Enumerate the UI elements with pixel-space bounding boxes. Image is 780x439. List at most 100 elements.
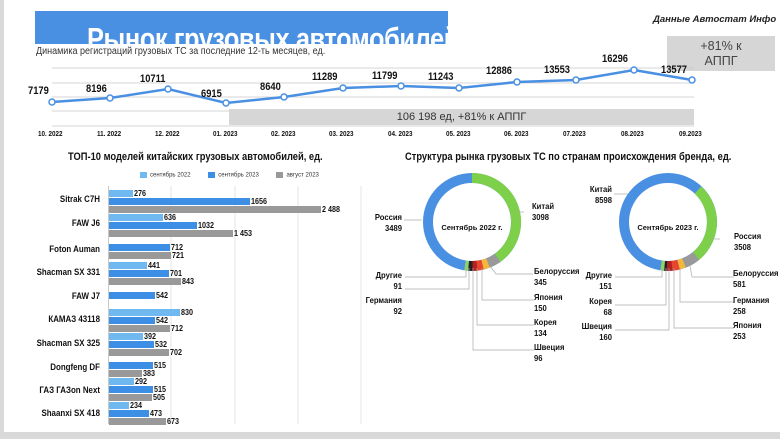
bar-sep-2022 xyxy=(109,333,143,340)
point-label: 13577 xyxy=(661,64,688,76)
point-label: 7179 xyxy=(28,85,49,97)
bar-aug-2023 xyxy=(109,418,166,425)
bar-value: 234 xyxy=(130,401,143,410)
month-label: 01. 2023 xyxy=(213,131,238,138)
donut-label-korea: Корея 134 xyxy=(534,317,557,338)
bottom-border xyxy=(0,432,780,439)
donut-section-title: Структура рынка грузовых ТС по странам п… xyxy=(405,151,732,163)
bar-value: 830 xyxy=(181,308,194,317)
point-label: 8640 xyxy=(260,81,281,93)
bar-sep-2022 xyxy=(109,402,129,409)
bar-aug-2023 xyxy=(109,206,321,213)
bar-value: 1032 xyxy=(198,221,215,230)
model-label: Shacman SX 331 xyxy=(36,267,100,277)
point-label: 11243 xyxy=(428,71,454,83)
yoy-line2: АППГ xyxy=(704,54,738,68)
source-label: Данные Автостат Инфо xyxy=(653,14,777,25)
bar-sep-2022 xyxy=(109,214,163,221)
model-label: Dongfeng DF xyxy=(50,362,100,372)
bar-sep-2023 xyxy=(109,317,155,324)
yoy-line1: +81% к xyxy=(700,39,742,53)
line-chart-markers xyxy=(48,66,696,107)
legend-item-sep-2022: сентябрь 2022 xyxy=(140,172,191,179)
bar-value: 542 xyxy=(156,291,169,300)
month-label: 03. 2023 xyxy=(329,131,354,138)
bar-sep-2022 xyxy=(109,262,147,269)
bar-value: 383 xyxy=(143,369,156,378)
bar-sep-2023 xyxy=(109,244,170,251)
donut-label-japan: Япония 253 xyxy=(733,320,762,341)
bar-value: 721 xyxy=(172,251,185,260)
bar-sep-2023 xyxy=(109,270,169,277)
donut-label-germany: Германия 92 xyxy=(365,295,402,316)
bar-value: 392 xyxy=(144,332,157,341)
month-label: 09.2023 xyxy=(679,131,702,138)
bar-sep-2023 xyxy=(109,386,153,393)
bar-sep-2023 xyxy=(109,410,149,417)
legend-swatch xyxy=(140,172,147,178)
bar-value: 542 xyxy=(156,316,169,325)
donut-2022-center-label: Сентябрь 2022 г. xyxy=(441,223,503,232)
legend-item-aug-2023: август 2023 xyxy=(276,172,319,179)
donut-2022 xyxy=(423,172,522,271)
point-label: 11289 xyxy=(312,71,338,83)
donut-label-china: Китай 8598 xyxy=(589,184,612,205)
bar-value: 532 xyxy=(155,340,168,349)
bar-value: 636 xyxy=(164,213,177,222)
bar-value: 673 xyxy=(167,417,180,426)
bar-sep-2022 xyxy=(109,378,134,385)
legend-item-sep-2023: сентябрь 2023 xyxy=(208,172,259,179)
donut-label-belarus: Белоруссия 345 xyxy=(534,266,580,287)
donut-label-other: Другие 91 xyxy=(375,270,402,291)
bar-value: 441 xyxy=(148,261,161,270)
left-border xyxy=(0,0,4,439)
model-label: ГАЗ ГАЗon Next xyxy=(39,385,100,395)
bar-aug-2023 xyxy=(109,252,171,259)
bar-chart-title: ТОП-10 моделей китайских грузовых автомо… xyxy=(68,151,323,163)
bar-sep-2022 xyxy=(109,309,180,316)
month-label: 10. 2022 xyxy=(38,131,63,138)
bar-value: 473 xyxy=(150,409,163,418)
donut-2023 xyxy=(619,173,717,272)
bar-value: 515 xyxy=(154,361,167,370)
bar-aug-2023 xyxy=(109,325,170,332)
donut-2022-leaders xyxy=(404,211,534,351)
registrations-line xyxy=(51,68,693,105)
bar-aug-2023 xyxy=(109,278,181,285)
bar-sep-2023 xyxy=(109,341,154,348)
bar-value: 843 xyxy=(182,277,195,286)
donut-label-russia: Россия 3489 xyxy=(374,212,402,233)
bar-value: 2 488 xyxy=(322,205,341,214)
bar-chart-legend: сентябрь 2022 сентябрь 2023 август 2023 xyxy=(140,172,335,179)
bar-sep-2023 xyxy=(109,198,250,205)
bar-value: 276 xyxy=(134,189,147,198)
month-label: 02. 2023 xyxy=(271,131,296,138)
donut-2023-center-label: Сентябрь 2023 г. xyxy=(637,223,699,232)
bar-aug-2023 xyxy=(109,349,169,356)
bar-value: 712 xyxy=(171,243,184,252)
bar-value: 515 xyxy=(154,385,167,394)
donut-label-other: Другие 151 xyxy=(585,270,612,291)
model-label: Shacman SX 325 xyxy=(36,338,100,348)
bar-chart-gridlines xyxy=(170,186,362,424)
month-label: 07.2023 xyxy=(563,131,586,138)
page-title: Рынок грузовых автомобилей xyxy=(87,21,459,56)
month-label: 05. 2023 xyxy=(446,131,471,138)
model-label: FAW J7 xyxy=(71,291,100,301)
month-label: 08.2023 xyxy=(621,131,644,138)
month-label: 12. 2022 xyxy=(155,131,180,138)
legend-swatch xyxy=(208,172,216,178)
bar-aug-2023 xyxy=(109,370,142,377)
month-label: 11. 2022 xyxy=(97,131,122,138)
bar-aug-2023 xyxy=(109,394,152,401)
point-label: 12886 xyxy=(486,65,513,77)
bar-aug-2023 xyxy=(109,230,233,237)
yoy-badge: +81% к АППГ xyxy=(667,36,775,71)
bar-value: 712 xyxy=(171,324,184,333)
legend-swatch xyxy=(276,172,284,178)
model-label: Foton Auman xyxy=(49,244,100,254)
point-label: 11799 xyxy=(372,70,398,82)
bar-sep-2023 xyxy=(109,292,155,299)
point-label: 13553 xyxy=(544,64,571,76)
title-banner: Рынок грузовых автомобилей xyxy=(35,11,459,56)
